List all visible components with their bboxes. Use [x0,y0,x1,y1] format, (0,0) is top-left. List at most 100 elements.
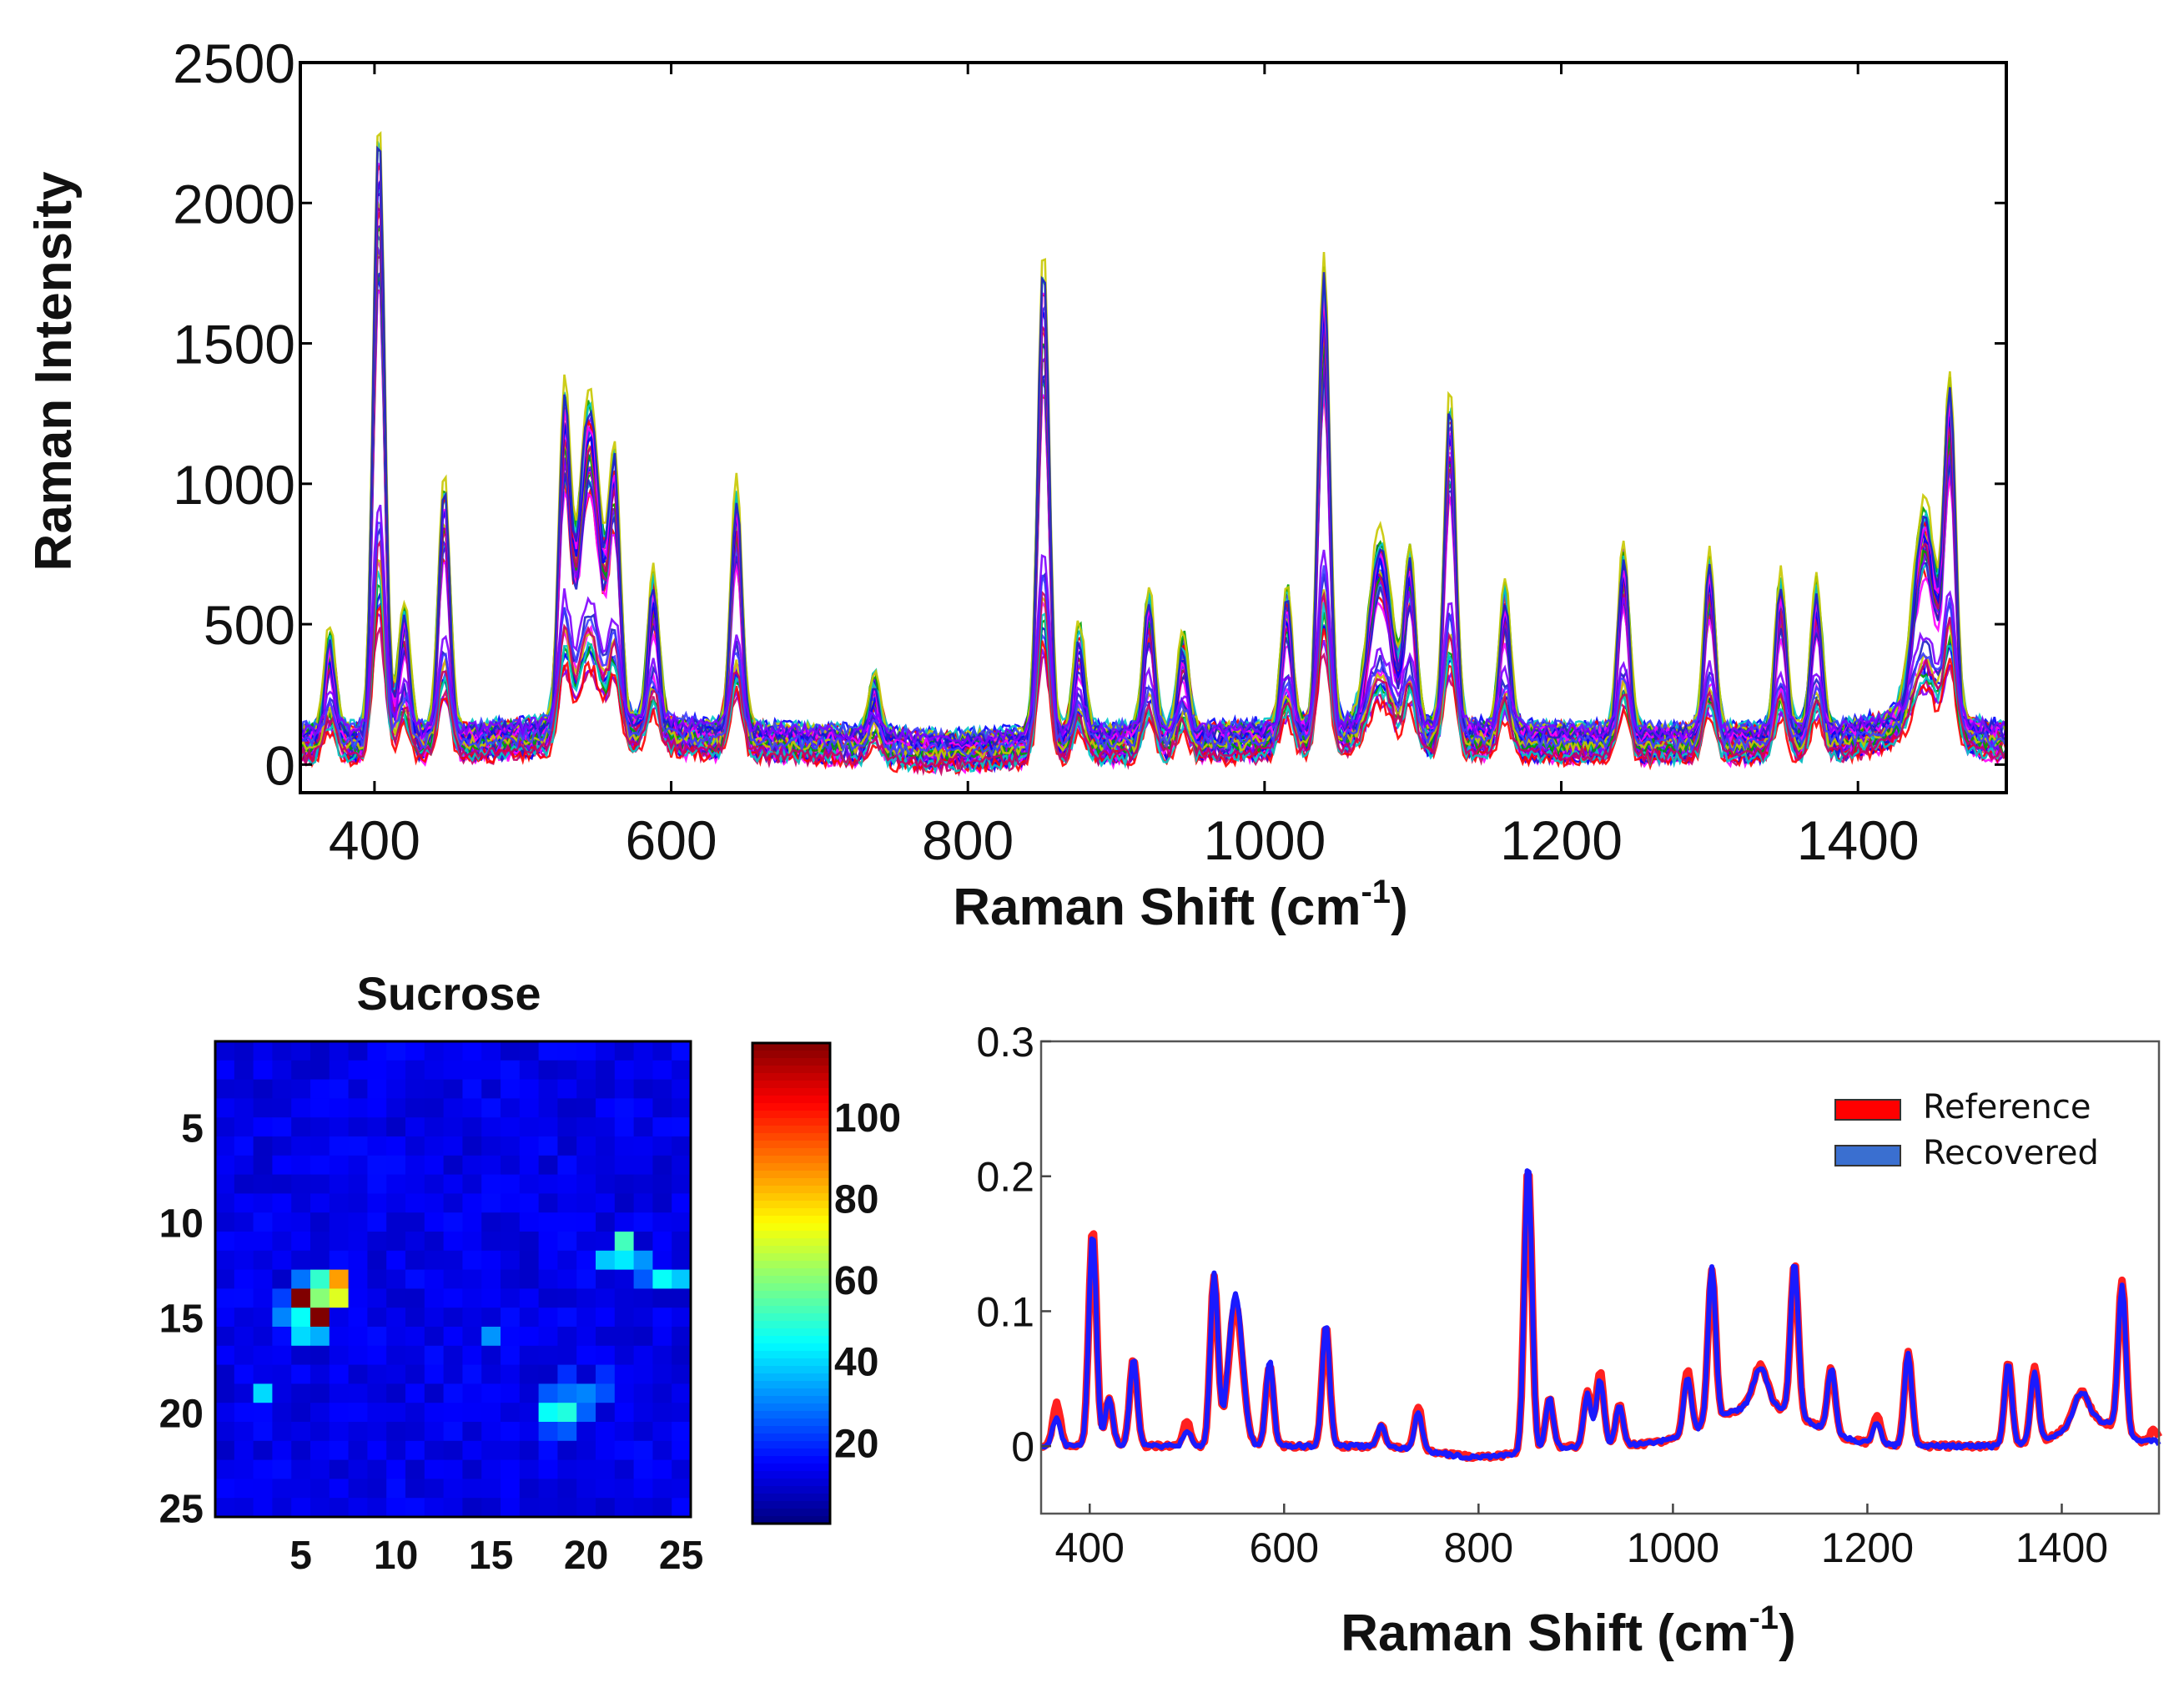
heatmap-cell [652,1232,672,1252]
heatmap-cell [329,1383,350,1403]
colorbar-segment [752,1156,830,1164]
spectra-ylabel: Raman Intensity [25,171,83,571]
heatmap-cell [501,1193,521,1213]
heatmap-cell [424,1041,445,1061]
heatmap-cell [557,1403,577,1423]
heatmap-cell [652,1440,672,1461]
heatmap-cell [652,1288,672,1308]
heatmap-cell [386,1250,406,1271]
heatmap-cell [557,1041,577,1061]
heatmap-cell [481,1079,501,1099]
heatmap-cell [443,1193,463,1213]
heatmap-cell [348,1232,368,1252]
heatmap-cell [310,1155,330,1176]
heatmap-cell [367,1403,387,1423]
heatmap-cell [310,1345,330,1366]
heatmap-cell [253,1364,273,1384]
heatmap-cell [348,1345,368,1366]
heatmap-cell [672,1345,692,1366]
heatmap-cell [633,1098,653,1118]
heatmap-cell [443,1383,463,1403]
heatmap-cell [672,1327,692,1347]
heatmap-cell [272,1440,292,1461]
colorbar-segment [752,1343,830,1352]
heatmap-cell [329,1327,350,1347]
heatmap-cell [557,1498,577,1518]
heatmap-cell [424,1479,445,1499]
heatmap-cell [424,1250,445,1271]
heatmap-cell [614,1308,635,1328]
heatmap-cell [405,1345,425,1366]
heatmap-cell [386,1440,406,1461]
heatmap-cell [291,1422,311,1442]
heatmap-cell [386,1459,406,1479]
heatmap-cell [501,1232,521,1252]
heatmap-cell [367,1383,387,1403]
heatmap-cell [576,1440,596,1461]
colorbar-segment [752,1283,830,1292]
heatmap-cell [424,1308,445,1328]
heatmap-cell [234,1041,254,1061]
x-tick-label: 1400 [1797,809,1920,871]
colorbar-segment [752,1208,830,1217]
heatmap-cell [519,1364,540,1384]
heatmap-cell [310,1288,330,1308]
heatmap-cell [596,1250,616,1271]
heatmap-cell [424,1498,445,1518]
heatmap-cell [501,1288,521,1308]
heatmap-cell [557,1440,577,1461]
heatmap-cell [215,1098,235,1118]
heatmap-cell [652,1060,672,1081]
heatmap-cell [367,1060,387,1081]
heatmap-cell [424,1288,445,1308]
heatmap-cell [253,1193,273,1213]
heatmap-x-tick-label: 15 [469,1534,513,1578]
colorbar-segment [752,1396,830,1404]
colorbar-tick-label: 20 [834,1422,878,1466]
heatmap-cell [215,1422,235,1442]
heatmap-cell [652,1364,672,1384]
heatmap-cell [348,1079,368,1099]
colorbar-segment [752,1381,830,1389]
heatmap-cell [272,1250,292,1271]
heatmap-cell [348,1174,368,1194]
heatmap-cell [424,1098,445,1118]
heatmap-cell [443,1364,463,1384]
heatmap-cell [348,1155,368,1176]
colorbar-segment [752,1133,830,1141]
colorbar-segment [752,1148,830,1156]
heatmap-cell [519,1308,540,1328]
heatmap-cell [386,1155,406,1176]
x-tick-label: 800 [1444,1524,1513,1571]
colorbar-segment [752,1388,830,1397]
heatmap-cell [576,1479,596,1499]
heatmap-cell [501,1422,521,1442]
heatmap-cell [596,1327,616,1347]
heatmap-cell [215,1288,235,1308]
heatmap-cell [367,1136,387,1156]
colorbar-segment [752,1111,830,1119]
heatmap-cell [367,1422,387,1442]
heatmap-cell [576,1459,596,1479]
heatmap-cell [215,1136,235,1156]
heatmap-cell [329,1479,350,1499]
heatmap-cell [424,1345,445,1366]
heatmap-cell [386,1232,406,1252]
heatmap-cell [291,1041,311,1061]
heatmap-cell [633,1060,653,1081]
heatmap-cell [538,1174,558,1194]
heatmap-cell [652,1136,672,1156]
heatmap-cell [310,1440,330,1461]
heatmap-cell [672,1459,692,1479]
heatmap-cell [234,1232,254,1252]
heatmap-cell [272,1232,292,1252]
heatmap-cell [367,1079,387,1099]
heatmap-cell [234,1098,254,1118]
heatmap-cell [367,1269,387,1289]
colorbar-segment [752,1434,830,1442]
heatmap-cell [405,1117,425,1137]
heatmap-cell [329,1117,350,1137]
heatmap-cell [443,1459,463,1479]
heatmap-cell [481,1136,501,1156]
heatmap-cell [215,1308,235,1328]
